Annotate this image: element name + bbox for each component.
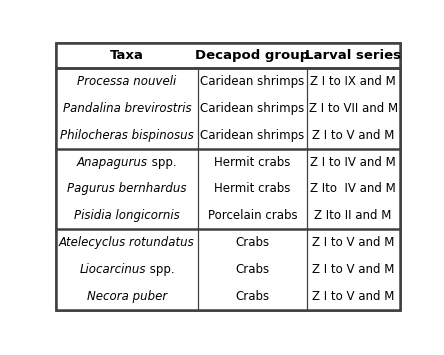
- Bar: [307, 43, 400, 68]
- Text: Z I to VII and M: Z I to VII and M: [309, 102, 398, 115]
- Bar: [56, 43, 198, 68]
- Text: Pandalina brevirostris: Pandalina brevirostris: [63, 102, 191, 115]
- Text: Hermit crabs: Hermit crabs: [214, 182, 291, 196]
- Text: Porcelain crabs: Porcelain crabs: [208, 209, 297, 222]
- Text: Crabs: Crabs: [235, 290, 270, 303]
- Bar: [198, 229, 307, 310]
- Bar: [198, 43, 307, 68]
- Text: Z I to IV and M: Z I to IV and M: [310, 155, 396, 169]
- Bar: [56, 149, 198, 229]
- Text: Z I to V and M: Z I to V and M: [312, 263, 394, 276]
- Text: Pagurus bernhardus: Pagurus bernhardus: [67, 182, 186, 196]
- Text: Taxa: Taxa: [110, 49, 144, 62]
- Text: Decapod group: Decapod group: [195, 49, 309, 62]
- Text: Z I to V and M: Z I to V and M: [312, 290, 394, 303]
- Text: Liocarcinus: Liocarcinus: [79, 263, 146, 276]
- Text: Z I to V and M: Z I to V and M: [312, 236, 394, 249]
- Text: Philocheras bispinosus: Philocheras bispinosus: [60, 129, 194, 142]
- Bar: [56, 68, 198, 149]
- Text: spp.: spp.: [148, 155, 177, 169]
- Bar: [198, 68, 307, 149]
- Bar: [198, 149, 307, 229]
- Text: Crabs: Crabs: [235, 263, 270, 276]
- Text: Caridean shrimps: Caridean shrimps: [200, 75, 305, 88]
- Text: Necora puber: Necora puber: [87, 290, 167, 303]
- Text: Caridean shrimps: Caridean shrimps: [200, 129, 305, 142]
- Text: spp.: spp.: [146, 263, 174, 276]
- Text: Z I to V and M: Z I to V and M: [312, 129, 394, 142]
- Text: Larval series: Larval series: [305, 49, 401, 62]
- Text: Hermit crabs: Hermit crabs: [214, 155, 291, 169]
- Bar: [56, 229, 198, 310]
- Text: Caridean shrimps: Caridean shrimps: [200, 102, 305, 115]
- Bar: [307, 149, 400, 229]
- Text: Z I to IX and M: Z I to IX and M: [310, 75, 396, 88]
- Bar: [307, 68, 400, 149]
- Text: Pisidia longicornis: Pisidia longicornis: [74, 209, 180, 222]
- Text: Atelecyclus rotundatus: Atelecyclus rotundatus: [59, 236, 195, 249]
- Text: Z Ito II and M: Z Ito II and M: [314, 209, 392, 222]
- Text: Processa nouveli: Processa nouveli: [77, 75, 177, 88]
- Bar: [307, 229, 400, 310]
- Text: Anapagurus: Anapagurus: [77, 155, 148, 169]
- Text: Crabs: Crabs: [235, 236, 270, 249]
- Text: Z Ito  IV and M: Z Ito IV and M: [310, 182, 396, 196]
